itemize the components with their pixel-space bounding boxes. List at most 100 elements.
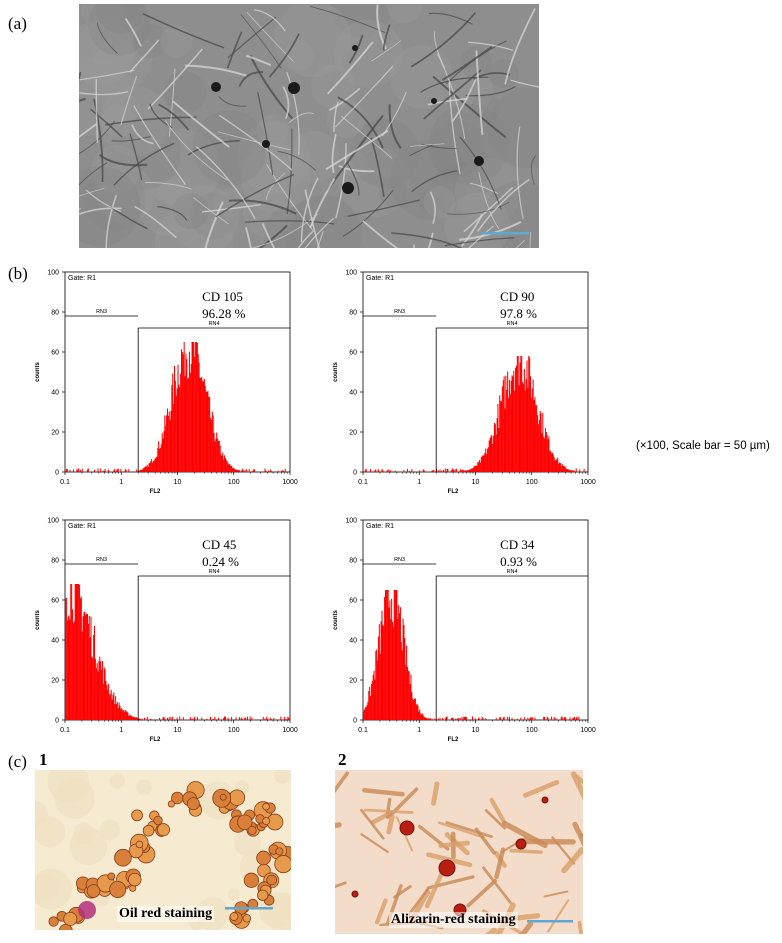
spindle-cell xyxy=(245,54,272,67)
histogram-bin xyxy=(376,649,378,720)
texture-blob xyxy=(487,87,539,169)
histogram-bin xyxy=(420,713,422,720)
histogram-bin xyxy=(141,469,143,472)
texture-blob xyxy=(101,104,135,138)
histogram-bin xyxy=(66,620,68,720)
histogram-bin xyxy=(95,668,97,720)
spindle-cell xyxy=(111,135,151,142)
histogram-bin xyxy=(164,718,166,720)
histogram-bin xyxy=(512,376,514,472)
histogram-bin xyxy=(575,468,577,472)
histogram-bin xyxy=(381,469,383,472)
spindle-cell xyxy=(142,13,225,49)
histogram-bin xyxy=(503,716,505,720)
spindle-cell xyxy=(391,232,463,248)
histogram-bin xyxy=(373,670,375,720)
histogram-bin xyxy=(224,716,226,720)
histogram-bin xyxy=(560,465,562,472)
stained-cell xyxy=(561,847,583,874)
spindle-cell xyxy=(341,116,393,159)
histogram-bin xyxy=(162,438,164,472)
histogram-bin xyxy=(231,467,234,472)
stain-number-1: 1 xyxy=(39,750,48,769)
histogram-bin xyxy=(378,624,380,720)
histogram-bin xyxy=(579,469,581,472)
spindle-cell xyxy=(309,5,386,33)
histogram-bin xyxy=(465,717,467,720)
spindle-cell xyxy=(334,65,394,128)
histogram-bin xyxy=(494,424,496,472)
histogram-bin xyxy=(93,634,95,720)
spindle-cell xyxy=(335,143,347,219)
histogram-bin xyxy=(125,470,127,472)
histogram-bin xyxy=(573,717,575,720)
histogram-bin xyxy=(189,717,191,720)
histogram-bin xyxy=(536,405,538,472)
histogram-bin xyxy=(566,469,568,472)
histogram-bin xyxy=(83,612,85,720)
histogram-bin xyxy=(483,455,485,472)
histogram-bin xyxy=(112,694,114,720)
histogram-bin xyxy=(480,457,482,472)
calcium-nodule xyxy=(351,890,359,898)
histogram-bin xyxy=(240,470,242,472)
histogram-bin xyxy=(484,452,486,472)
spindle-cell xyxy=(286,71,300,155)
spindle-cell xyxy=(98,154,148,167)
histogram-bin xyxy=(70,584,72,720)
spindle-cell xyxy=(79,71,82,84)
histogram-bin xyxy=(154,458,156,472)
histogram-bin xyxy=(495,718,497,720)
histogram-bin xyxy=(408,470,410,472)
histogram-bin xyxy=(188,378,190,472)
spindle-cell xyxy=(168,68,176,137)
histogram-bin xyxy=(194,716,196,720)
histogram-bin xyxy=(391,598,393,720)
histogram-bin xyxy=(72,469,74,472)
histogram-bin xyxy=(406,645,408,720)
y-tick-label: 0 xyxy=(353,718,357,725)
x-axis-label: FL2 xyxy=(150,737,161,743)
x-tick-label: 10 xyxy=(472,479,480,486)
marker-percent: 97.8 % xyxy=(500,306,537,321)
x-axis-label: FL2 xyxy=(448,489,459,495)
spindle-cell xyxy=(105,194,118,248)
histogram-bin xyxy=(549,451,551,472)
histogram-bin xyxy=(508,397,510,472)
histogram-bin xyxy=(190,364,192,472)
histogram-bin xyxy=(571,470,573,472)
histogram-bin xyxy=(409,684,411,720)
histogram-bin xyxy=(444,468,446,472)
gate-rn4-label: RN4 xyxy=(209,321,220,327)
histogram-bin xyxy=(482,455,484,472)
histogram-bin xyxy=(514,390,516,472)
histogram-bin xyxy=(144,717,146,720)
histogram-bin xyxy=(283,717,285,720)
histogram-bin xyxy=(139,469,141,472)
histogram-bin xyxy=(392,626,394,720)
histogram-bin xyxy=(199,377,201,472)
y-tick-label: 60 xyxy=(51,598,59,605)
histogram-bin xyxy=(364,469,366,472)
x-tick-label: 0.1 xyxy=(60,479,70,486)
spindle-cell xyxy=(282,86,290,119)
phase-contrast-image xyxy=(79,4,539,248)
x-tick-label: 10 xyxy=(174,479,182,486)
histogram-bin xyxy=(86,613,88,720)
texture-blob xyxy=(418,189,444,215)
gate-rn4-label: RN4 xyxy=(209,569,220,575)
histogram-bin xyxy=(241,718,243,720)
histogram-bin xyxy=(565,467,567,472)
histogram-bin xyxy=(270,718,272,720)
histogram-bin xyxy=(110,689,112,720)
histogram-bin xyxy=(145,466,147,472)
gate-rn3-label: RN3 xyxy=(394,557,405,563)
histogram-bin xyxy=(273,717,275,720)
histogram-bin xyxy=(266,716,268,720)
histogram-bin xyxy=(515,367,517,472)
histogram-bin xyxy=(501,386,503,472)
histogram-bin xyxy=(77,470,79,472)
histogram-bin xyxy=(394,470,396,472)
texture-blob xyxy=(93,36,134,77)
